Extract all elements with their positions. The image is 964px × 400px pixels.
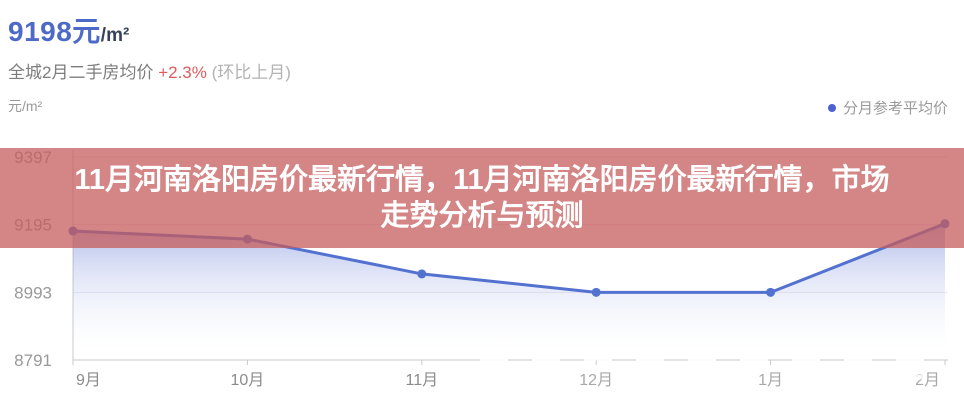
x-axis-tick-label: 10月 xyxy=(230,372,264,389)
banner-title-line1: 11月河南洛阳房价最新行情，11月河南洛阳房价最新行情，市场 xyxy=(74,164,890,196)
price-subtitle: 全城2月二手房均价 +2.3% (环比上月) xyxy=(8,58,291,83)
y-axis-unit-label: 元/m² xyxy=(8,98,43,114)
legend-dot-icon xyxy=(827,103,836,112)
x-axis-tick-label: 9月 xyxy=(76,372,101,389)
subtitle-text: 全城2月二手房均价 xyxy=(8,63,154,82)
series-area-fill xyxy=(73,223,945,360)
x-axis-tick-label: 11月 xyxy=(405,372,438,389)
x-axis-tick-label: 12月 xyxy=(579,372,613,389)
legend-item-monthly-average[interactable]: 分月参考平均价 xyxy=(827,97,948,118)
data-point-1月[interactable] xyxy=(766,287,776,297)
price-unit: /m² xyxy=(100,25,130,46)
x-axis-tick-label: 1月 xyxy=(758,372,783,389)
change-comparison-note: (环比上月) xyxy=(211,63,291,82)
data-point-11月[interactable] xyxy=(417,269,427,279)
price-value: 9198元 xyxy=(8,16,101,47)
banner-title-line2: 走势分析与预测 xyxy=(380,200,584,232)
title-banner-overlay: 11月河南洛阳房价最新行情，11月河南洛阳房价最新行情，市场 走势分析与预测 xyxy=(0,148,964,248)
legend-label: 分月参考平均价 xyxy=(842,100,948,117)
y-axis-tick-label: 8791 xyxy=(14,351,52,370)
current-price: 9198元/m² xyxy=(8,10,129,50)
data-point-12月[interactable] xyxy=(591,287,601,297)
y-axis-tick-label: 8993 xyxy=(14,283,52,302)
price-change-badge: +2.3% xyxy=(158,63,207,82)
